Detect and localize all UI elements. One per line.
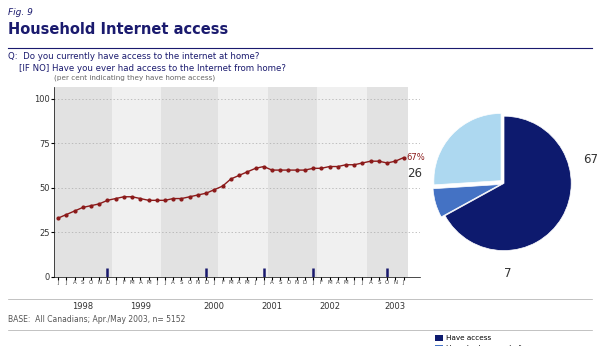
Bar — [268, 86, 317, 277]
Text: Household Internet access: Household Internet access — [8, 22, 228, 37]
Text: BASE:  All Canadians; Apr./May 2003, n= 5152: BASE: All Canadians; Apr./May 2003, n= 5… — [8, 315, 185, 324]
Wedge shape — [434, 113, 501, 185]
Text: Q:  Do you currently have access to the internet at home?: Q: Do you currently have access to the i… — [8, 52, 259, 61]
Text: 67%: 67% — [407, 153, 425, 162]
Bar — [54, 86, 112, 277]
Text: 26: 26 — [407, 167, 422, 180]
Text: 2001: 2001 — [262, 302, 283, 311]
Text: 1998: 1998 — [72, 302, 94, 311]
Text: [IF NO] Have you ever had access to the Internet from home?: [IF NO] Have you ever had access to the … — [8, 64, 286, 73]
Text: 2003: 2003 — [385, 302, 406, 311]
Bar — [218, 86, 268, 277]
Bar — [161, 86, 218, 277]
Bar — [112, 86, 161, 277]
Text: 1999: 1999 — [130, 302, 151, 311]
Wedge shape — [445, 116, 571, 251]
Text: 7: 7 — [503, 267, 511, 280]
Legend: Have access, Have had access before, Never had access: Have access, Have had access before, Nev… — [436, 335, 532, 346]
Text: 67: 67 — [583, 153, 598, 166]
Text: Fig. 9: Fig. 9 — [8, 8, 32, 17]
Bar — [367, 86, 407, 277]
Text: 2002: 2002 — [319, 302, 340, 311]
Text: (per cent indicating they have home access): (per cent indicating they have home acce… — [54, 75, 215, 81]
Bar — [317, 86, 367, 277]
Text: 2000: 2000 — [204, 302, 225, 311]
Wedge shape — [433, 184, 500, 217]
